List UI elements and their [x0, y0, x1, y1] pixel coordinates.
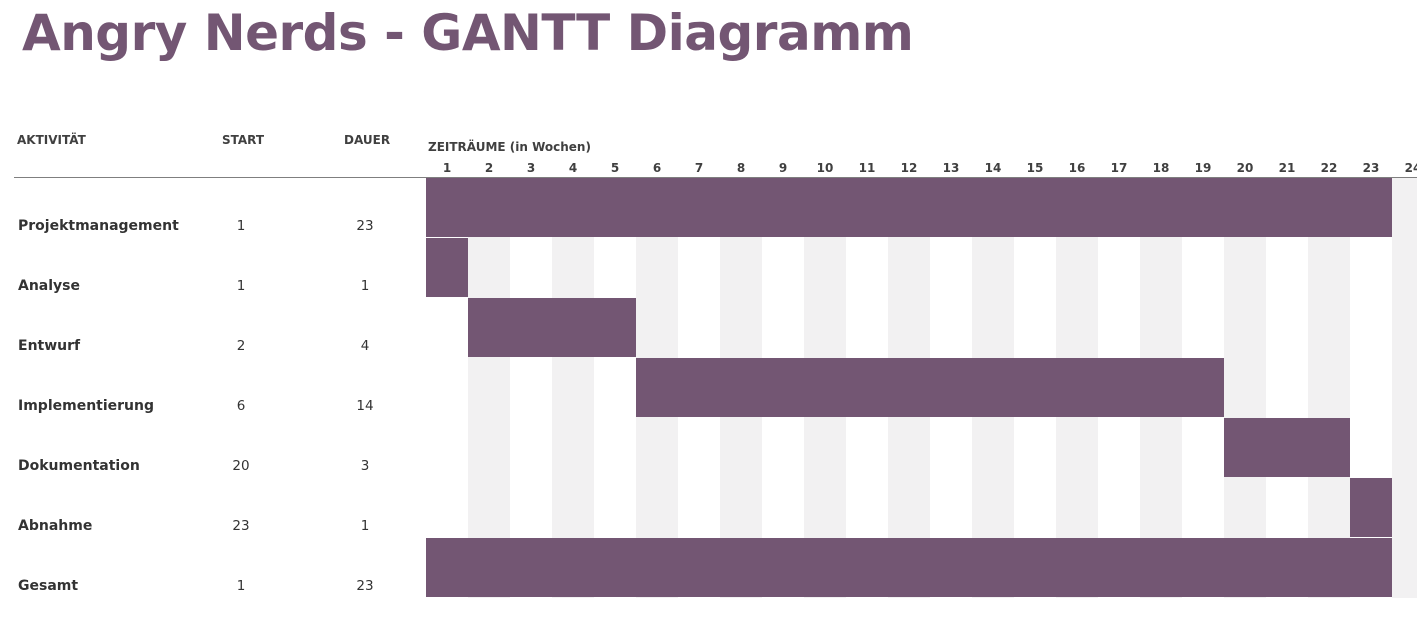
task-name-entwurf: Entwurf [18, 338, 81, 354]
week-label-9: 9 [778, 161, 788, 175]
task-start-analyse: 1 [236, 278, 246, 294]
gantt-bar-dokumentation [1224, 418, 1350, 477]
week-label-22: 22 [1320, 161, 1338, 175]
week-label-20: 20 [1236, 161, 1254, 175]
week-label-11: 11 [858, 161, 876, 175]
week-label-15: 15 [1026, 161, 1044, 175]
gantt-bar-analyse [426, 238, 468, 297]
column-header-duration: DAUER [344, 133, 391, 147]
task-duration-analyse: 1 [360, 278, 370, 294]
task-start-projektmanagement: 1 [236, 218, 246, 234]
week-label-10: 10 [816, 161, 834, 175]
week-label-19: 19 [1194, 161, 1212, 175]
week-label-6: 6 [652, 161, 662, 175]
task-start-abnahme: 23 [232, 518, 250, 534]
task-name-analyse: Analyse [18, 278, 81, 294]
week-label-1: 1 [442, 161, 452, 175]
task-name-projektmanagement: Projektmanagement [18, 218, 179, 234]
week-label-24: 24 [1404, 161, 1417, 175]
page-title: Angry Nerds - GANTT Diagramm [22, 4, 914, 62]
gantt-bar-abnahme [1350, 478, 1392, 537]
task-name-abnahme: Abnahme [18, 518, 93, 534]
week-stripe-20 [1224, 178, 1266, 598]
week-label-16: 16 [1068, 161, 1086, 175]
week-stripe-2 [468, 178, 510, 598]
task-start-gesamt: 1 [236, 578, 246, 594]
column-header-start: START [222, 133, 265, 147]
week-label-18: 18 [1152, 161, 1170, 175]
task-name-dokumentation: Dokumentation [18, 458, 140, 474]
task-duration-abnahme: 1 [360, 518, 370, 534]
task-duration-implementierung: 14 [356, 398, 374, 414]
gantt-bar-projektmanagement [426, 178, 1392, 237]
week-label-13: 13 [942, 161, 960, 175]
task-name-gesamt: Gesamt [18, 578, 79, 594]
task-start-implementierung: 6 [236, 398, 246, 414]
week-label-23: 23 [1362, 161, 1380, 175]
task-duration-dokumentation: 3 [360, 458, 370, 474]
week-label-4: 4 [568, 161, 578, 175]
week-label-21: 21 [1278, 161, 1296, 175]
week-label-3: 3 [526, 161, 536, 175]
task-start-entwurf: 2 [236, 338, 246, 354]
gantt-bar-gesamt [426, 538, 1392, 597]
week-label-17: 17 [1110, 161, 1128, 175]
week-label-5: 5 [610, 161, 620, 175]
task-start-dokumentation: 20 [232, 458, 250, 474]
week-label-8: 8 [736, 161, 746, 175]
task-name-implementierung: Implementierung [18, 398, 155, 414]
week-stripe-4 [552, 178, 594, 598]
header-divider [14, 177, 1417, 178]
week-stripe-24 [1392, 178, 1417, 598]
week-label-7: 7 [694, 161, 704, 175]
column-header-period: ZEITRÄUME (in Wochen) [428, 140, 591, 154]
task-duration-gesamt: 23 [356, 578, 374, 594]
task-duration-entwurf: 4 [360, 338, 370, 354]
task-duration-projektmanagement: 23 [356, 218, 374, 234]
gantt-bar-implementierung [636, 358, 1224, 417]
week-label-2: 2 [484, 161, 494, 175]
gantt-bar-entwurf [468, 298, 636, 357]
week-stripe-22 [1308, 178, 1350, 598]
week-label-12: 12 [900, 161, 918, 175]
week-label-14: 14 [984, 161, 1002, 175]
column-header-activity: AKTIVITÄT [17, 133, 86, 147]
